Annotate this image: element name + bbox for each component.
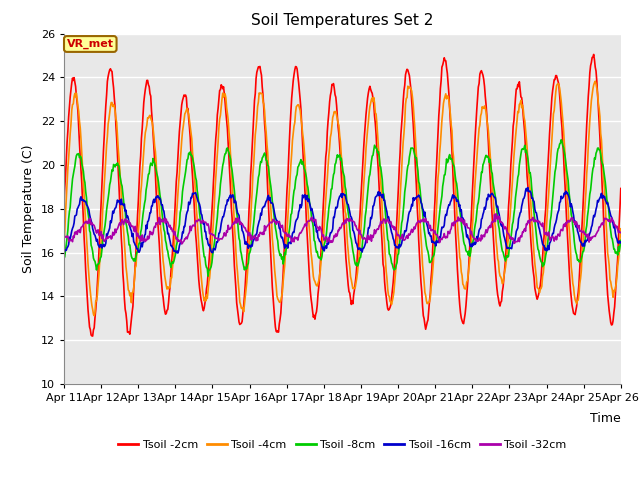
Tsoil -4cm <box>591 78 599 84</box>
Tsoil -4cm <box>128 290 136 296</box>
Tsoil -32cm <box>127 224 135 229</box>
Title: Soil Temperatures Set 2: Soil Temperatures Set 2 <box>252 13 433 28</box>
Tsoil -16cm <box>214 238 222 243</box>
Tsoil -4cm <box>617 226 625 232</box>
Tsoil -4cm <box>411 125 419 131</box>
Tsoil -16cm <box>524 185 532 191</box>
Tsoil -4cm <box>90 313 98 319</box>
Tsoil -4cm <box>214 139 222 145</box>
Tsoil -16cm <box>127 228 135 234</box>
Text: VR_met: VR_met <box>67 39 114 49</box>
Tsoil -8cm <box>184 156 192 162</box>
Tsoil -32cm <box>492 211 500 216</box>
Line: Tsoil -4cm: Tsoil -4cm <box>64 81 621 316</box>
Line: Tsoil -2cm: Tsoil -2cm <box>64 54 621 336</box>
Tsoil -2cm <box>590 51 598 57</box>
Tsoil -16cm <box>411 195 419 201</box>
Tsoil -8cm <box>557 137 565 143</box>
Tsoil -32cm <box>214 235 222 241</box>
Tsoil -32cm <box>70 235 78 240</box>
Y-axis label: Soil Temperature (C): Soil Temperature (C) <box>22 144 35 273</box>
Tsoil -2cm <box>185 116 193 121</box>
Tsoil -16cm <box>617 239 625 245</box>
Tsoil -8cm <box>428 259 435 264</box>
Line: Tsoil -8cm: Tsoil -8cm <box>64 140 621 276</box>
Tsoil -4cm <box>70 94 78 100</box>
Tsoil -4cm <box>60 238 68 244</box>
Tsoil -32cm <box>178 241 186 247</box>
Tsoil -32cm <box>617 230 625 236</box>
Tsoil -2cm <box>89 333 97 339</box>
Tsoil -2cm <box>428 276 435 281</box>
Tsoil -4cm <box>185 111 193 117</box>
Tsoil -32cm <box>60 231 68 237</box>
Tsoil -8cm <box>204 273 212 279</box>
Tsoil -2cm <box>214 105 222 111</box>
Tsoil -8cm <box>214 204 222 210</box>
Tsoil -4cm <box>428 285 435 290</box>
Tsoil -32cm <box>185 231 193 237</box>
Legend: Tsoil -2cm, Tsoil -4cm, Tsoil -8cm, Tsoil -16cm, Tsoil -32cm: Tsoil -2cm, Tsoil -4cm, Tsoil -8cm, Tsoi… <box>114 435 571 454</box>
Tsoil -8cm <box>70 167 78 173</box>
Tsoil -2cm <box>411 151 419 156</box>
Tsoil -32cm <box>428 228 435 234</box>
Tsoil -8cm <box>127 253 135 259</box>
Tsoil -16cm <box>70 220 78 226</box>
Tsoil -8cm <box>60 255 68 261</box>
Tsoil -16cm <box>428 233 435 239</box>
Tsoil -16cm <box>185 199 193 205</box>
Text: Time: Time <box>590 412 621 425</box>
Tsoil -8cm <box>411 153 419 158</box>
Line: Tsoil -32cm: Tsoil -32cm <box>64 214 621 244</box>
Tsoil -8cm <box>617 238 625 243</box>
Tsoil -2cm <box>70 75 78 81</box>
Tsoil -16cm <box>174 250 182 256</box>
Tsoil -16cm <box>60 249 68 254</box>
Tsoil -2cm <box>617 186 625 192</box>
Line: Tsoil -16cm: Tsoil -16cm <box>64 188 621 253</box>
Tsoil -32cm <box>411 226 419 232</box>
Tsoil -2cm <box>128 309 136 315</box>
Tsoil -2cm <box>60 199 68 205</box>
